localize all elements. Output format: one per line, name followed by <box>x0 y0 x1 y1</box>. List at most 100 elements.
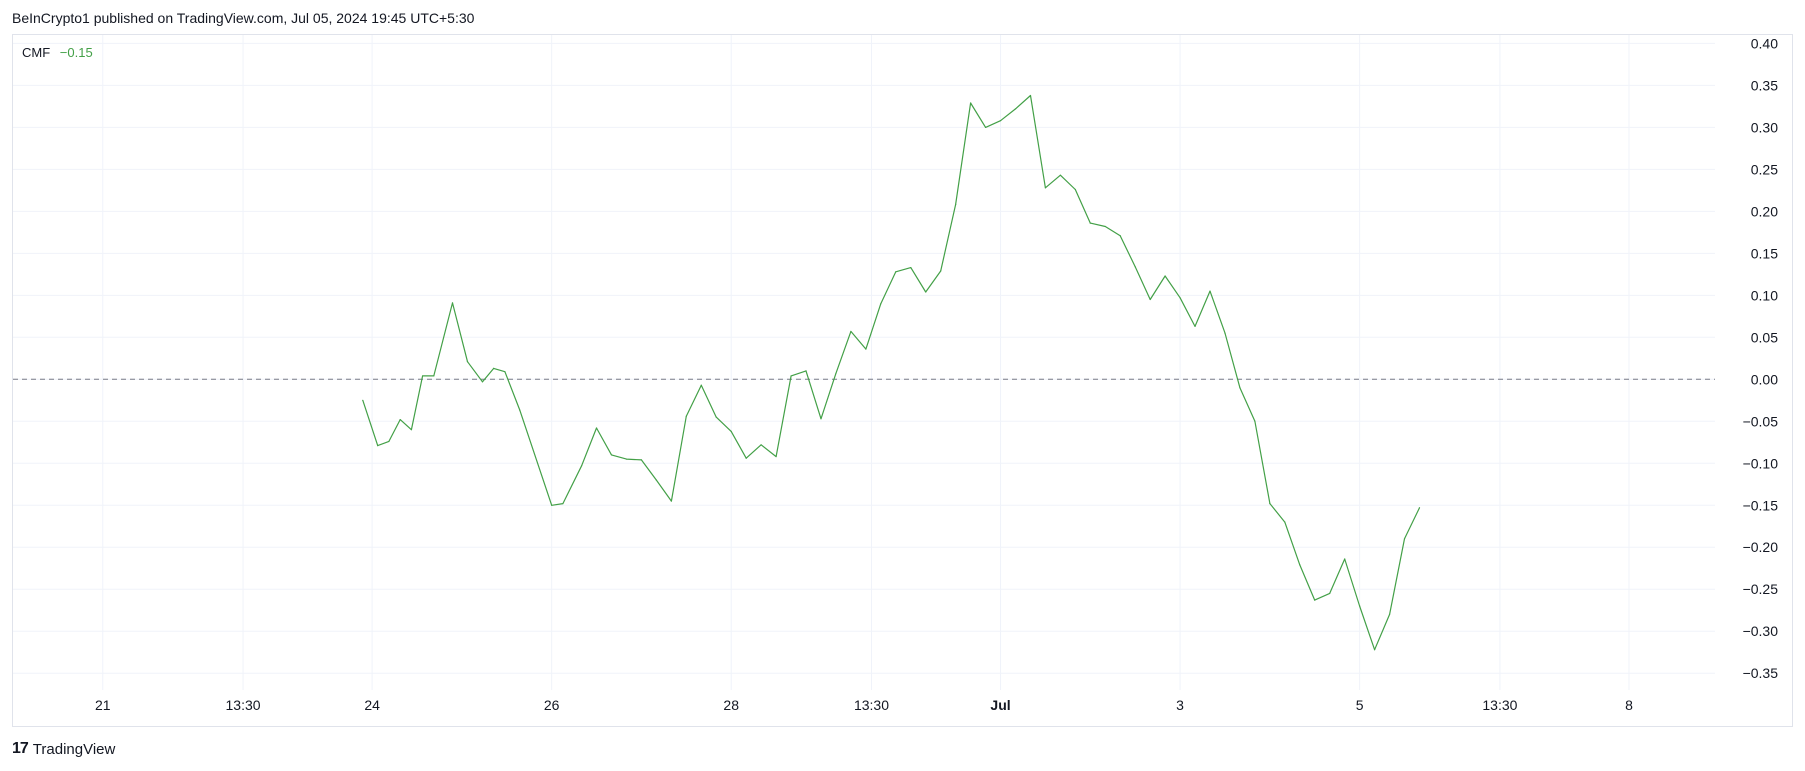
x-tick-label: 13:30 <box>854 697 889 713</box>
data-point <box>925 291 927 293</box>
data-point <box>760 444 762 446</box>
data-point <box>625 458 628 460</box>
y-tick-label: 0.20 <box>1751 203 1778 219</box>
data-point <box>399 419 401 421</box>
data-point <box>1194 325 1196 327</box>
data-point <box>940 270 942 272</box>
data-point <box>805 370 807 372</box>
x-tick-label: 3 <box>1176 697 1184 713</box>
y-tick-label: 0.25 <box>1751 161 1778 177</box>
data-point <box>670 500 672 502</box>
data-point <box>493 367 495 369</box>
data-point <box>481 381 484 383</box>
data-point <box>1179 297 1181 299</box>
data-point <box>1329 592 1331 595</box>
data-point <box>451 302 454 304</box>
data-point <box>835 372 837 375</box>
data-point <box>1089 222 1091 224</box>
y-tick-label: −0.20 <box>1743 539 1779 555</box>
data-point <box>610 454 613 456</box>
y-tick-label: 0.10 <box>1751 287 1778 303</box>
data-point <box>388 440 390 443</box>
data-point <box>700 384 702 386</box>
data-point <box>790 375 792 377</box>
data-point <box>433 375 435 377</box>
data-point <box>895 271 897 273</box>
data-point <box>775 455 777 458</box>
indicator-legend: CMF −0.15 <box>22 45 93 60</box>
data-point <box>1074 188 1076 191</box>
data-point <box>955 204 957 206</box>
x-tick-label: 28 <box>723 697 739 713</box>
data-point <box>504 371 506 373</box>
y-tick-label: 0.35 <box>1751 77 1778 93</box>
data-point <box>1104 225 1106 228</box>
data-point <box>880 303 882 305</box>
data-point <box>1254 420 1256 422</box>
data-point <box>640 459 643 461</box>
data-point <box>580 465 583 467</box>
x-tick-label: 21 <box>95 697 111 713</box>
data-point <box>1359 605 1361 607</box>
x-tick-label: 5 <box>1356 697 1364 713</box>
data-point <box>685 415 687 417</box>
data-point <box>745 457 747 459</box>
data-point <box>999 120 1002 122</box>
y-tick-label: −0.35 <box>1743 665 1779 681</box>
data-point <box>595 427 598 429</box>
brand-name: TradingView <box>32 740 116 758</box>
data-point <box>865 348 867 350</box>
tradingview-logo-icon: 17 <box>12 740 29 757</box>
x-tick-label: 26 <box>544 697 560 713</box>
data-point <box>1209 290 1211 292</box>
y-tick-label: −0.10 <box>1743 455 1779 471</box>
x-tick-label: 13:30 <box>1482 697 1517 713</box>
x-tick-label: Jul <box>990 697 1010 713</box>
data-point <box>910 267 912 269</box>
data-point <box>850 330 852 333</box>
data-point <box>562 502 564 505</box>
data-point <box>820 418 822 420</box>
indicator-name: CMF <box>22 45 51 60</box>
data-point <box>422 375 424 377</box>
data-point <box>466 361 469 363</box>
data-point <box>1299 564 1301 566</box>
data-point <box>1388 613 1391 616</box>
data-point <box>1284 521 1286 523</box>
data-point <box>730 430 732 432</box>
cmf-series-line <box>362 94 1421 651</box>
data-point <box>1059 174 1061 176</box>
indicator-value: −0.15 <box>59 45 93 60</box>
data-point <box>551 504 553 506</box>
data-point <box>1149 298 1151 301</box>
data-point <box>362 399 364 401</box>
data-point <box>410 429 412 431</box>
y-tick-label: 0.15 <box>1751 245 1778 261</box>
data-point <box>1164 275 1166 277</box>
y-tick-label: −0.15 <box>1743 497 1779 513</box>
data-point <box>715 416 717 418</box>
data-point <box>1224 332 1226 334</box>
data-point <box>1029 94 1032 97</box>
data-point <box>1344 558 1346 560</box>
data-point <box>1314 599 1316 601</box>
x-tick-label: 13:30 <box>226 697 261 713</box>
y-tick-label: 0.00 <box>1751 371 1778 387</box>
chart-frame <box>12 34 1793 727</box>
data-point <box>1014 108 1017 110</box>
data-point <box>1418 507 1421 509</box>
footer-brand[interactable]: 17 TradingView <box>12 740 115 758</box>
x-tick-label: 24 <box>364 697 380 713</box>
data-point <box>519 409 521 411</box>
data-point <box>1403 538 1406 540</box>
data-point <box>1239 387 1241 389</box>
data-point <box>1119 235 1121 237</box>
data-point <box>1044 187 1047 189</box>
x-tick-label: 8 <box>1625 697 1633 713</box>
data-point <box>1269 502 1271 505</box>
data-point <box>1134 266 1136 268</box>
data-point <box>984 126 987 128</box>
y-tick-label: −0.25 <box>1743 581 1779 597</box>
y-tick-label: 0.05 <box>1751 329 1778 345</box>
